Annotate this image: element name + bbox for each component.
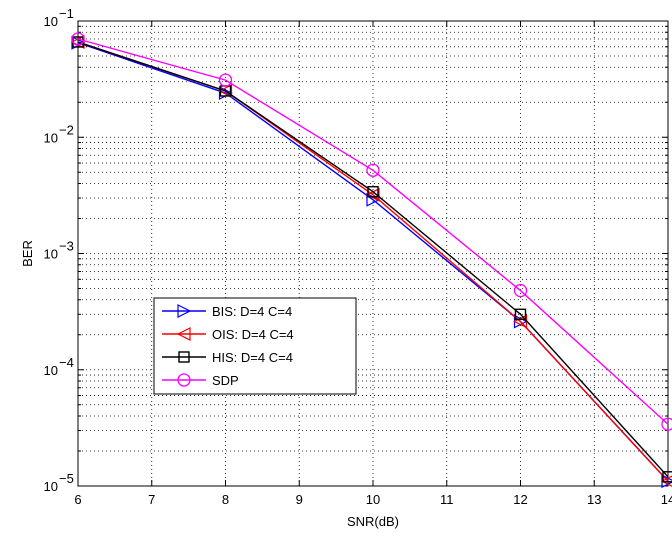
data-point — [367, 186, 379, 198]
y-tick-label: 10 — [44, 363, 58, 378]
legend-label: SDP — [212, 373, 239, 388]
legend-item: OIS: D=4 C=4 — [162, 327, 294, 342]
series-layer — [70, 32, 672, 489]
x-tick-label: 10 — [366, 492, 380, 507]
data-point — [218, 84, 233, 98]
y-tick-exponent: −5 — [59, 471, 74, 486]
x-tick-labels: 6 7 8 9 10 11 12 13 14 — [74, 492, 672, 507]
x-axis-title: SNR(dB) — [347, 514, 399, 529]
legend-item: BIS: D=4 C=4 — [162, 304, 292, 319]
legend-box — [153, 297, 357, 395]
data-point — [218, 73, 233, 87]
y-tick-label: 10 — [44, 247, 58, 262]
y-tick-exponent: −2 — [59, 122, 74, 137]
y-axis-title: BER — [20, 240, 35, 267]
data-point — [662, 471, 672, 483]
legend-marker — [176, 327, 191, 341]
data-point — [71, 35, 86, 50]
axis-ticks — [77, 21, 669, 487]
legend-marker — [177, 304, 192, 318]
legend-item: SDP — [162, 373, 239, 388]
data-point — [661, 417, 672, 431]
legend-label: BIS: D=4 C=4 — [212, 304, 292, 319]
data-point — [366, 163, 380, 177]
x-tick-label: 13 — [587, 492, 601, 507]
x-tick-label: 11 — [440, 492, 454, 507]
legend-label: HIS: D=4 C=4 — [212, 350, 293, 365]
x-tick-label: 6 — [74, 492, 81, 507]
x-tick-label: 14 — [661, 492, 672, 507]
legend-item: HIS: D=4 C=4 — [162, 350, 293, 365]
x-tick-label: 8 — [222, 492, 229, 507]
series-line — [77, 41, 669, 478]
y-tick-label: 10 — [44, 479, 58, 494]
data-point — [71, 32, 85, 46]
legend: BIS: D=4 C=4 OIS: D=4 C=4 HIS: D=4 C=4 SDP — [153, 297, 357, 395]
series-line — [77, 38, 669, 425]
y-tick-exponent: −1 — [59, 6, 74, 21]
y-tick-exponent: −4 — [59, 355, 74, 370]
legend-marker — [177, 373, 191, 387]
legend-marker — [178, 351, 190, 363]
x-tick-label: 9 — [296, 492, 303, 507]
series-3 — [71, 32, 672, 431]
x-tick-label: 12 — [513, 492, 527, 507]
y-tick-labels: 10−510−410−310−210−1 — [44, 6, 74, 494]
y-tick-exponent: −3 — [59, 239, 74, 254]
legend-label: OIS: D=4 C=4 — [212, 327, 294, 342]
x-tick-label: 7 — [148, 492, 155, 507]
data-point — [513, 283, 528, 298]
y-tick-label: 10 — [44, 14, 58, 29]
data-point — [514, 308, 527, 320]
y-tick-label: 10 — [44, 130, 58, 145]
data-point — [660, 475, 672, 487]
